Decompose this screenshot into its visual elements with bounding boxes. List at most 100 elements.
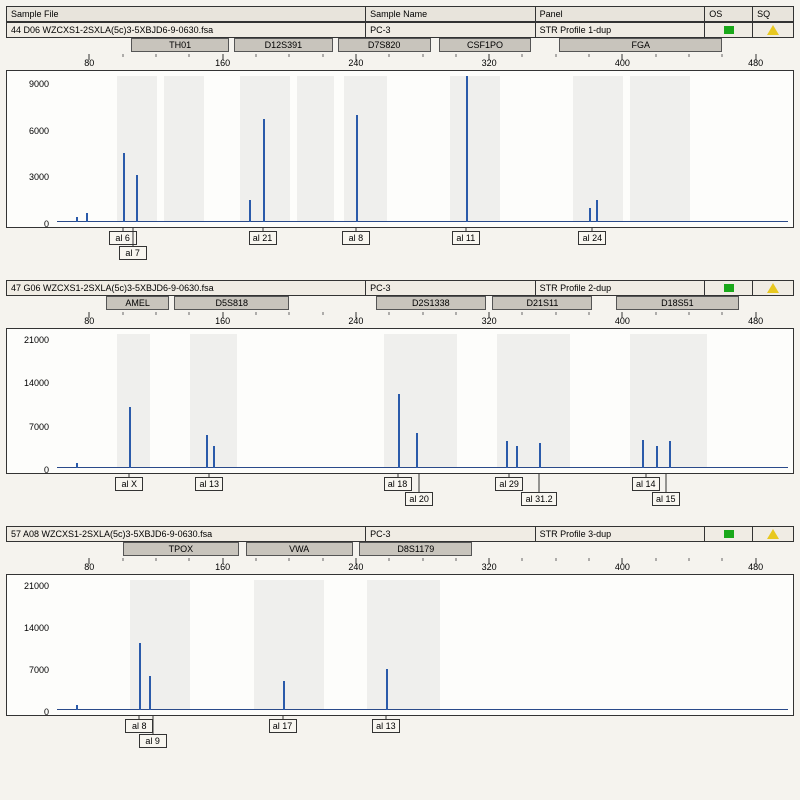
yellow-triangle-icon (767, 25, 779, 35)
sample-info-row: 47 G06 WZCXS1-2SXLA(5c)3-5XBJD6-9-0630.f… (6, 280, 794, 296)
allele-call: al 9 (139, 734, 167, 748)
axis-tick-mark (655, 312, 656, 315)
allele-call: al 24 (578, 231, 606, 245)
axis-tick-mark (255, 54, 256, 57)
sample-name: PC-3 (366, 23, 536, 37)
axis-tick-mark (389, 312, 390, 315)
peak (539, 443, 541, 468)
peak (416, 433, 418, 468)
axis-tick-mark (189, 54, 190, 57)
sample-file: 44 D06 WZCXS1-2SXLA(5c)3-5XBJD6-9-0630.f… (7, 23, 366, 37)
sq-indicator (753, 23, 793, 37)
locus-marker: D5S818 (174, 296, 289, 310)
peak (516, 446, 518, 468)
x-axis-label: 80 (84, 58, 94, 68)
peak (398, 394, 400, 468)
os-indicator (705, 23, 753, 37)
allele-call: al 21 (249, 231, 277, 245)
axis-tick-mark (555, 54, 556, 57)
bin-band (344, 76, 387, 222)
col-sq: SQ (753, 7, 793, 21)
x-axis-label: 320 (482, 562, 497, 572)
axis-tick-mark (689, 54, 690, 57)
sq-indicator (753, 527, 793, 541)
peak (136, 175, 138, 222)
allele-call: al 8 (342, 231, 370, 245)
axis-tick-mark (389, 558, 390, 561)
x-axis-label: 240 (348, 58, 363, 68)
axis-tick-mark (255, 312, 256, 315)
peak (149, 676, 151, 710)
axis-tick-mark (322, 312, 323, 315)
sq-indicator (753, 281, 793, 295)
y-axis-label: 14000 (9, 623, 49, 633)
peak (506, 441, 508, 468)
locus-marker: VWA (246, 542, 353, 556)
peak (669, 441, 671, 468)
peak (76, 463, 78, 468)
x-axis-label: 480 (748, 316, 763, 326)
x-axis-label: 320 (482, 58, 497, 68)
allele-call: al X (115, 477, 143, 491)
y-axis-label: 9000 (9, 79, 49, 89)
baseline (57, 467, 788, 468)
allele-connector (419, 474, 420, 492)
peak (589, 208, 591, 222)
peak (123, 153, 125, 222)
sample-name: PC-3 (366, 527, 536, 541)
axis-tick-mark (289, 54, 290, 57)
axis-tick-mark (655, 54, 656, 57)
peak (283, 681, 285, 710)
locus-marker: D8S1179 (359, 542, 472, 556)
x-axis-label: 480 (748, 562, 763, 572)
x-axis-row: 80160240320400480 (6, 312, 794, 328)
col-sample-name: Sample Name (366, 7, 536, 21)
axis-tick-mark (455, 312, 456, 315)
axis-tick-mark (689, 312, 690, 315)
allele-call: al 13 (195, 477, 223, 491)
y-axis-label: 7000 (9, 665, 49, 675)
electropherogram-panel: 47 G06 WZCXS1-2SXLA(5c)3-5XBJD6-9-0630.f… (6, 280, 794, 508)
peak (76, 217, 78, 222)
sample-info-row: 57 A08 WZCXS1-2SXLA(5c)3-5XBJD6-9-0630.f… (6, 526, 794, 542)
locus-markers-row: TH01D12S391D7S820CSF1POFGA (6, 38, 794, 54)
y-axis-label: 21000 (9, 335, 49, 345)
x-axis-row: 80160240320400480 (6, 558, 794, 574)
axis-tick-mark (422, 558, 423, 561)
col-os: OS (705, 7, 753, 21)
bin-band (240, 76, 290, 222)
bin-band (450, 76, 500, 222)
bin-band (164, 76, 204, 222)
green-square-icon (724, 284, 734, 292)
os-indicator (705, 527, 753, 541)
x-axis-label: 240 (348, 316, 363, 326)
locus-markers-row: TPOXVWAD8S1179 (6, 542, 794, 558)
peak (129, 407, 131, 468)
y-axis-label: 3000 (9, 172, 49, 182)
peak (213, 446, 215, 468)
allele-call: al 20 (405, 492, 433, 506)
x-axis-label: 240 (348, 562, 363, 572)
y-axis-label: 14000 (9, 378, 49, 388)
axis-tick-mark (422, 312, 423, 315)
peak (206, 435, 208, 468)
locus-marker: TH01 (131, 38, 229, 52)
bin-band (117, 334, 150, 468)
allele-call: al 17 (269, 719, 297, 733)
allele-call: al 29 (495, 477, 523, 491)
yellow-triangle-icon (767, 529, 779, 539)
peak (263, 119, 265, 222)
axis-tick-mark (455, 558, 456, 561)
x-axis-label: 400 (615, 562, 630, 572)
x-axis-label: 160 (215, 316, 230, 326)
electropherogram-panel: 57 A08 WZCXS1-2SXLA(5c)3-5XBJD6-9-0630.f… (6, 526, 794, 750)
axis-tick-mark (155, 558, 156, 561)
peak (656, 446, 658, 468)
peak (356, 115, 358, 222)
axis-tick-mark (555, 312, 556, 315)
axis-tick-mark (555, 558, 556, 561)
panel-name: STR Profile 1-dup (536, 23, 706, 37)
peak (386, 669, 388, 710)
locus-marker: D21S11 (492, 296, 592, 310)
axis-tick-mark (155, 54, 156, 57)
